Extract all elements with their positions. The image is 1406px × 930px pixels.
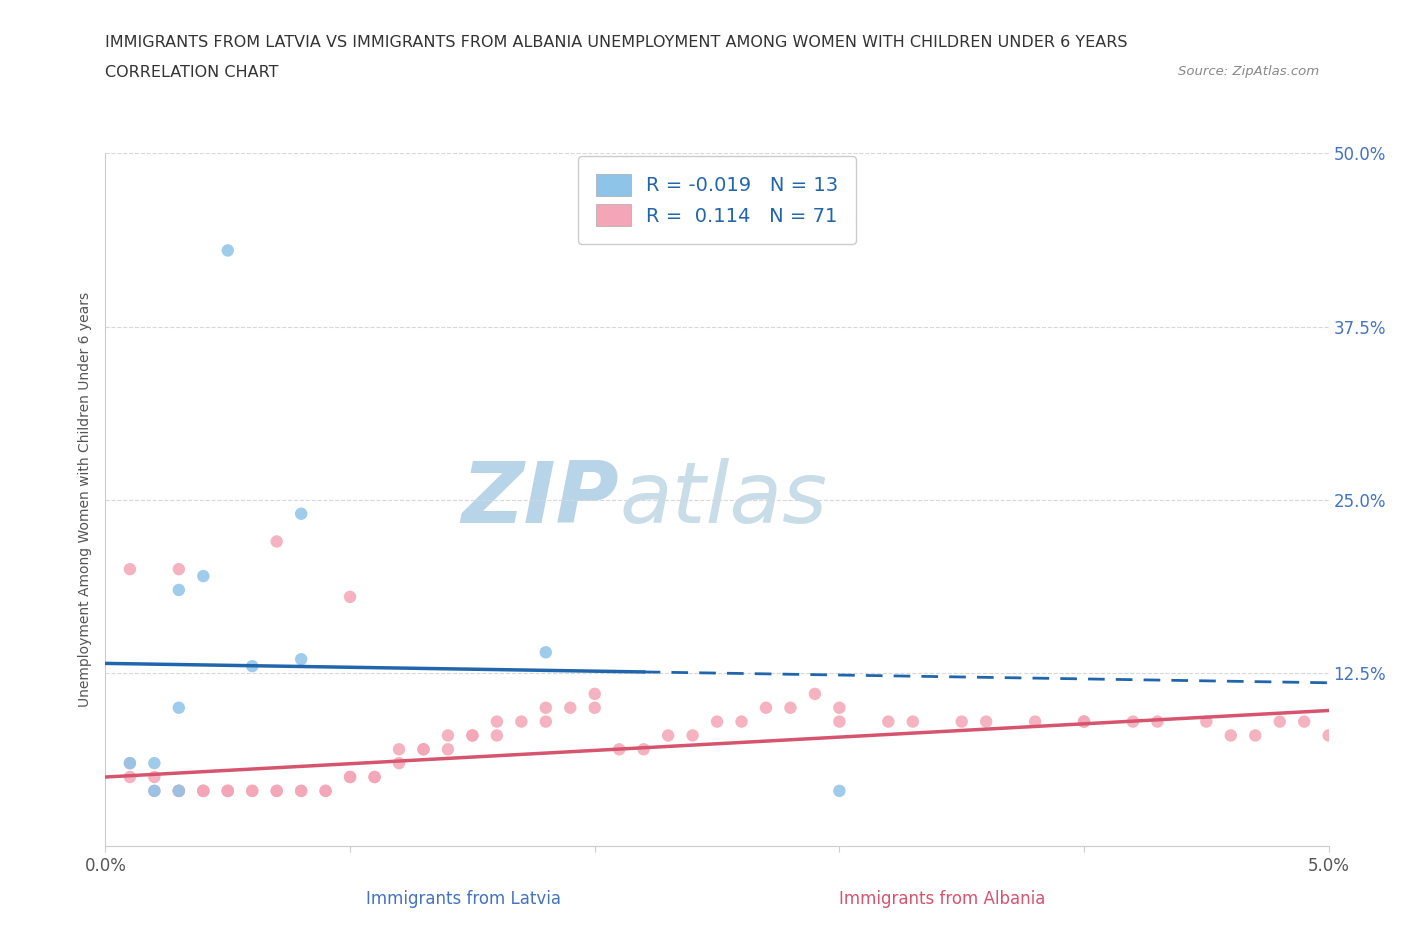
Point xyxy=(485,728,508,743)
Point xyxy=(339,770,361,785)
Point xyxy=(118,756,141,771)
Legend: R = -0.019   N = 13, R =  0.114   N = 71: R = -0.019 N = 13, R = 0.114 N = 71 xyxy=(578,156,856,244)
Point xyxy=(315,783,337,798)
Point xyxy=(167,783,190,798)
Point xyxy=(974,714,997,729)
Point xyxy=(461,728,484,743)
Point xyxy=(290,783,312,798)
Point xyxy=(412,742,434,757)
Point xyxy=(118,562,141,577)
Point xyxy=(950,714,973,729)
Point xyxy=(266,783,288,798)
Point xyxy=(828,783,851,798)
Text: atlas: atlas xyxy=(619,458,827,541)
Point xyxy=(167,783,190,798)
Point xyxy=(167,582,190,597)
Text: Immigrants from Latvia: Immigrants from Latvia xyxy=(367,890,561,908)
Point xyxy=(388,756,411,771)
Point xyxy=(828,714,851,729)
Text: ZIP: ZIP xyxy=(461,458,619,541)
Point xyxy=(437,728,460,743)
Point xyxy=(339,590,361,604)
Point xyxy=(217,783,239,798)
Point xyxy=(339,770,361,785)
Point xyxy=(560,700,582,715)
Point xyxy=(1294,714,1316,729)
Point xyxy=(534,644,557,659)
Point xyxy=(240,783,263,798)
Point xyxy=(828,700,851,715)
Point xyxy=(510,714,533,729)
Text: Source: ZipAtlas.com: Source: ZipAtlas.com xyxy=(1178,65,1319,78)
Point xyxy=(266,534,288,549)
Point xyxy=(534,700,557,715)
Point xyxy=(779,700,801,715)
Point xyxy=(877,714,900,729)
Text: IMMIGRANTS FROM LATVIA VS IMMIGRANTS FROM ALBANIA UNEMPLOYMENT AMONG WOMEN WITH : IMMIGRANTS FROM LATVIA VS IMMIGRANTS FRO… xyxy=(105,35,1128,50)
Point xyxy=(412,742,434,757)
Point xyxy=(485,714,508,729)
Point xyxy=(363,770,385,785)
Point xyxy=(657,728,679,743)
Point xyxy=(633,742,655,757)
Point xyxy=(167,562,190,577)
Point xyxy=(143,783,166,798)
Point xyxy=(167,783,190,798)
Point xyxy=(143,756,166,771)
Point xyxy=(1146,714,1168,729)
Point xyxy=(706,714,728,729)
Point xyxy=(583,700,606,715)
Point xyxy=(167,783,190,798)
Point xyxy=(804,686,827,701)
Point xyxy=(1024,714,1046,729)
Point xyxy=(193,783,215,798)
Point xyxy=(240,783,263,798)
Point xyxy=(193,783,215,798)
Point xyxy=(1244,728,1267,743)
Point xyxy=(1268,714,1291,729)
Point xyxy=(290,783,312,798)
Text: Immigrants from Albania: Immigrants from Albania xyxy=(839,890,1045,908)
Point xyxy=(143,783,166,798)
Point xyxy=(167,700,190,715)
Y-axis label: Unemployment Among Women with Children Under 6 years: Unemployment Among Women with Children U… xyxy=(79,292,93,708)
Point xyxy=(217,783,239,798)
Point xyxy=(240,658,263,673)
Point xyxy=(193,568,215,583)
Point xyxy=(118,756,141,771)
Point xyxy=(755,700,778,715)
Point xyxy=(534,714,557,729)
Point xyxy=(266,783,288,798)
Point xyxy=(730,714,752,729)
Point xyxy=(290,652,312,667)
Point xyxy=(118,770,141,785)
Point xyxy=(461,728,484,743)
Point xyxy=(388,742,411,757)
Point xyxy=(315,783,337,798)
Point xyxy=(1317,728,1340,743)
Point xyxy=(217,243,239,258)
Point xyxy=(682,728,704,743)
Point xyxy=(363,770,385,785)
Point xyxy=(1219,728,1241,743)
Point xyxy=(193,783,215,798)
Point xyxy=(437,742,460,757)
Point xyxy=(607,742,630,757)
Point xyxy=(143,770,166,785)
Point xyxy=(1195,714,1218,729)
Point xyxy=(1073,714,1095,729)
Point xyxy=(1122,714,1144,729)
Point xyxy=(583,686,606,701)
Point xyxy=(901,714,924,729)
Point xyxy=(217,783,239,798)
Point xyxy=(290,506,312,521)
Text: CORRELATION CHART: CORRELATION CHART xyxy=(105,65,278,80)
Point xyxy=(1073,714,1095,729)
